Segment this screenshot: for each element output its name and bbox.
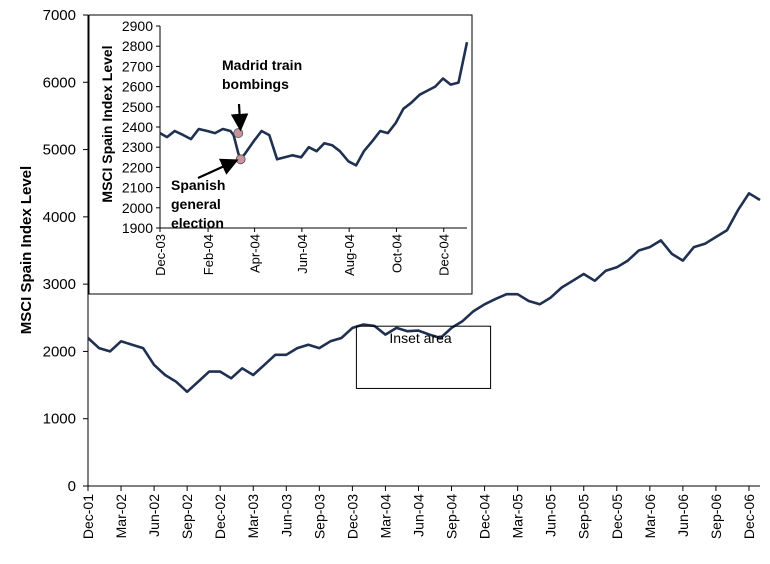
inset-area-box — [355, 325, 492, 389]
inset-x-tick-label: Apr-04 — [248, 234, 263, 273]
main-x-tick-label: Dec-03 — [344, 494, 360, 539]
inset-y-tick-label: 2400 — [122, 119, 153, 135]
inset-y-tick-label: 2800 — [122, 38, 153, 54]
election-label-line: Spanish — [171, 177, 225, 193]
inset-x-tick-label: Dec-03 — [153, 234, 168, 276]
main-x-tick-label: Sep-04 — [444, 494, 460, 539]
inset-y-tick-label: 2600 — [122, 79, 153, 95]
main-x-tick-label: Dec-01 — [80, 494, 96, 539]
main-y-tick-label: 6000 — [43, 74, 76, 91]
inset-y-axis-label: MSCI Spain Index Level — [99, 45, 115, 202]
inset-x-tick-label: Dec-04 — [437, 234, 452, 276]
main-y-axis-label: MSCI Spain Index Level — [18, 166, 35, 334]
main-chart: 0 1000 2000 3000 4000 5000 6000 7000 Dec-01 Mar-0… — [18, 7, 761, 539]
main-x-tick-label: Jun-02 — [146, 494, 162, 537]
inset-y-tick-label: 2500 — [122, 99, 153, 115]
election-label-line: election — [171, 215, 224, 231]
main-x-tick-label: Mar-04 — [377, 494, 393, 539]
main-x-tick-label: Sep-06 — [708, 494, 724, 539]
inset-y-tick-label: 2000 — [122, 200, 153, 216]
main-y-tick-label: 4000 — [43, 209, 76, 226]
inset-y-tick-label: 2300 — [122, 139, 153, 155]
election-label-line: general — [171, 196, 221, 212]
madrid-bombing-label-line: Madrid train — [222, 57, 302, 73]
main-x-tick-label: Mar-02 — [113, 494, 129, 539]
inset-y-tick-label: 2100 — [122, 180, 153, 196]
main-x-tick-label: Jun-05 — [543, 494, 559, 537]
main-x-tick-label: Sep-02 — [179, 494, 195, 539]
inset-x-tick-label: Jun-04 — [295, 234, 310, 274]
main-y-tick-label: 1000 — [43, 411, 76, 428]
main-x-tick-label: Jun-06 — [675, 494, 691, 537]
inset-x-tick-label: Feb-04 — [201, 234, 216, 275]
madrid-bombing-label-line: bombings — [222, 76, 289, 92]
inset-series-line — [159, 41, 469, 167]
inset-chart: 1900 2000 2100 2200 2300 2400 2500 2600 2700 2800… — [88, 14, 473, 295]
election-arrow — [197, 158, 239, 180]
main-x-tick-label: Jun-03 — [278, 494, 294, 537]
main-y-tick-label: 3000 — [43, 276, 76, 293]
main-x-tick-label: Jun-04 — [410, 494, 426, 537]
main-x-tick-label: Dec-05 — [609, 494, 625, 539]
inset-y-tick-label: 2900 — [122, 18, 153, 34]
main-x-tick-label: Mar-05 — [510, 494, 526, 539]
election-label: Spanish general election — [171, 177, 225, 231]
main-series-line — [87, 192, 761, 394]
inset-y-tick-label: 2700 — [122, 58, 153, 74]
main-y-tick-label: 7000 — [43, 7, 76, 24]
main-x-tick-label: Dec-04 — [477, 494, 493, 539]
election-marker — [235, 154, 246, 165]
inset-y-tick-label: 2200 — [122, 159, 153, 175]
main-y-tick-label: 2000 — [43, 343, 76, 360]
inset-panel — [88, 14, 473, 295]
madrid-bombing-label: Madrid train bombings — [222, 57, 302, 92]
inset-y-tick-label: 1900 — [122, 220, 153, 236]
madrid-bombing-arrow — [230, 103, 249, 132]
main-y-tick-label: 0 — [68, 478, 76, 495]
main-x-tick-label: Mar-06 — [642, 494, 658, 539]
inset-x-tick-label: Oct-04 — [389, 234, 404, 273]
madrid-bombing-marker — [233, 128, 244, 138]
inset-x-tick-label: Aug-04 — [342, 234, 357, 276]
main-y-tick-label: 5000 — [43, 142, 76, 159]
main-x-tick-label: Dec-06 — [741, 494, 757, 539]
main-x-tick-label: Dec-02 — [212, 494, 228, 539]
inset-area-label: Inset area — [389, 330, 451, 346]
main-x-tick-label: Sep-03 — [311, 494, 327, 539]
main-x-tick-label: Mar-03 — [245, 494, 261, 539]
main-x-tick-label: Sep-05 — [576, 494, 592, 539]
